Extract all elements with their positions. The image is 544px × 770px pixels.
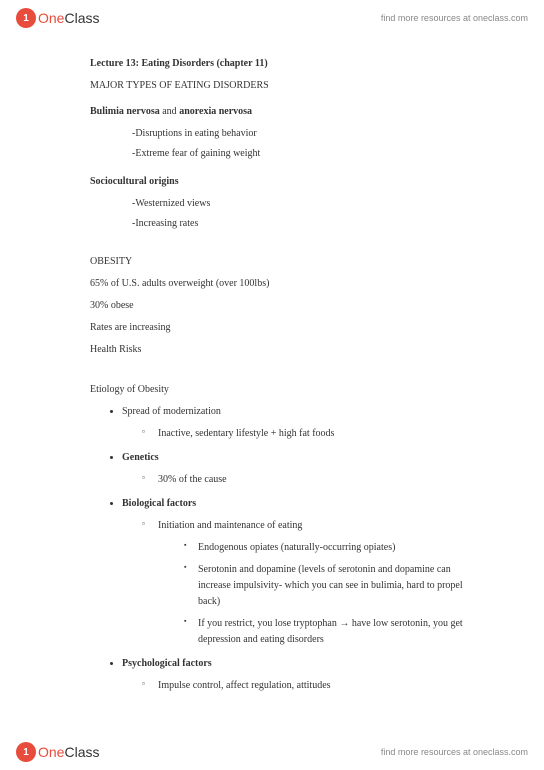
bullet-label: Spread of modernization (122, 406, 221, 417)
sub-sub-bullet: If you restrict, you lose tryptophan → h… (186, 616, 484, 648)
sub-bullet-text: Initiation and maintenance of eating (158, 520, 302, 531)
bullet-label: Biological factors (122, 498, 196, 509)
logo-icon: 1 (16, 742, 36, 762)
socio-heading: Sociocultural origins (90, 174, 484, 190)
sub-sub-bullet: Serotonin and dopamine (levels of seroto… (186, 562, 484, 610)
document-body: Lecture 13: Eating Disorders (chapter 11… (0, 36, 544, 712)
logo-icon: 1 (16, 8, 36, 28)
anorexia-bold: anorexia nervosa (179, 106, 252, 117)
logo-prefix: One (38, 744, 64, 760)
bullet-modernization: Spread of modernization Inactive, sedent… (122, 404, 484, 442)
logo-text: OneClass (38, 744, 99, 760)
header-bar: 1 OneClass find more resources at onecla… (0, 0, 544, 36)
bullet-label: Psychological factors (122, 658, 212, 669)
lecture-title: Lecture 13: Eating Disorders (chapter 11… (90, 56, 484, 72)
nervosa-item-1: -Disruptions in eating behavior (90, 126, 484, 142)
logo-prefix: One (38, 10, 64, 26)
etiology-list: Spread of modernization Inactive, sedent… (90, 404, 484, 694)
nervosa-line: Bulimia nervosa and anorexia nervosa (90, 104, 484, 120)
bullet-psychological: Psychological factors Impulse control, a… (122, 656, 484, 694)
main-heading: MAJOR TYPES OF EATING DISORDERS (90, 78, 484, 94)
sub-bullet: 30% of the cause (146, 472, 484, 488)
logo-suffix: Class (64, 744, 99, 760)
sub-bullet: Initiation and maintenance of eating End… (146, 518, 484, 648)
brand-logo-footer[interactable]: 1 OneClass (16, 742, 99, 762)
obesity-line-3: Rates are increasing (90, 320, 484, 336)
logo-text: OneClass (38, 10, 99, 26)
etiology-heading: Etiology of Obesity (90, 382, 484, 398)
sub-sub-bullet: Endogenous opiates (naturally-occurring … (186, 540, 484, 556)
header-tagline[interactable]: find more resources at oneclass.com (381, 13, 528, 23)
bulimia-bold: Bulimia nervosa (90, 106, 160, 117)
obesity-heading: OBESITY (90, 254, 484, 270)
obesity-line-1: 65% of U.S. adults overweight (over 100l… (90, 276, 484, 292)
socio-item-2: -Increasing rates (90, 216, 484, 232)
sub-bullet: Inactive, sedentary lifestyle + high fat… (146, 426, 484, 442)
nervosa-item-2: -Extreme fear of gaining weight (90, 146, 484, 162)
bullet-genetics: Genetics 30% of the cause (122, 450, 484, 488)
bullet-label: Genetics (122, 452, 159, 463)
socio-item-1: -Westernized views (90, 196, 484, 212)
footer-tagline[interactable]: find more resources at oneclass.com (381, 747, 528, 757)
obesity-line-4: Health Risks (90, 342, 484, 358)
obesity-line-2: 30% obese (90, 298, 484, 314)
brand-logo[interactable]: 1 OneClass (16, 8, 99, 28)
logo-suffix: Class (64, 10, 99, 26)
connector: and (160, 106, 179, 117)
bullet-biological: Biological factors Initiation and mainte… (122, 496, 484, 648)
sub-bullet: Impulse control, affect regulation, atti… (146, 678, 484, 694)
footer-bar: 1 OneClass find more resources at onecla… (0, 734, 544, 770)
